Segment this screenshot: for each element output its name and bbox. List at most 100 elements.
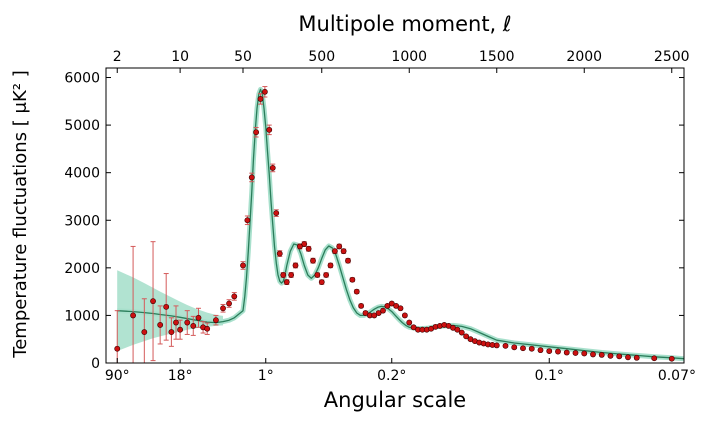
data-point	[168, 329, 175, 335]
data-point	[362, 310, 369, 316]
data-point	[292, 262, 299, 269]
data-point	[375, 310, 382, 316]
data-point	[393, 303, 400, 309]
data-point	[163, 303, 170, 310]
data-point	[231, 293, 238, 300]
data-point	[141, 329, 148, 335]
data-point	[502, 342, 509, 349]
data-point	[397, 305, 404, 312]
data-point	[668, 355, 675, 362]
data-point	[305, 245, 312, 252]
data-point	[253, 129, 260, 136]
data-point	[358, 303, 365, 309]
data-point	[301, 241, 308, 247]
data-point	[345, 257, 351, 264]
bottom-axis-title: Angular scale	[324, 388, 466, 412]
y-tick-label: 3000	[64, 213, 100, 229]
data-point	[220, 305, 226, 312]
data-point	[331, 248, 338, 255]
data-point	[269, 165, 276, 171]
data-point	[388, 300, 395, 307]
data-point	[353, 288, 360, 295]
data-point	[520, 345, 526, 352]
data-point	[511, 344, 518, 351]
y-tick-label: 6000	[64, 71, 100, 87]
data-point	[204, 325, 211, 332]
y-tick-label: 0	[91, 356, 100, 372]
data-point	[651, 355, 658, 362]
bottom-tick-label: 0.2°	[377, 368, 406, 384]
top-tick-label: 500	[308, 49, 335, 65]
model-line	[117, 88, 685, 360]
y-tick-label: 1000	[64, 308, 100, 324]
y-tick-label: 5000	[64, 118, 100, 134]
bottom-tick-label: 1°	[258, 368, 274, 384]
top-tick-label: 50	[234, 49, 252, 65]
data-point	[213, 317, 219, 324]
data-point	[240, 262, 246, 269]
data-point	[226, 300, 232, 307]
y-axis-title: Temperature fluctuations [ μK² ]	[10, 70, 31, 358]
data-point	[273, 210, 280, 217]
data-point	[314, 272, 321, 278]
bottom-tick-label: 0.07°	[658, 368, 696, 384]
data-point	[598, 352, 605, 358]
data-point	[454, 326, 461, 333]
data-point	[276, 250, 283, 257]
data-point	[336, 243, 343, 250]
data-point	[581, 350, 588, 357]
data-point	[633, 354, 640, 361]
data-point	[563, 349, 570, 356]
data-point	[410, 324, 417, 331]
data-point	[458, 329, 465, 336]
top-tick-label: 2	[113, 49, 122, 65]
bottom-tick-label: 0.1°	[535, 368, 564, 384]
data-point	[195, 314, 202, 321]
data-point	[323, 272, 330, 278]
data-point	[130, 312, 136, 319]
data-point	[266, 126, 273, 133]
data-point	[257, 96, 264, 102]
data-point	[625, 354, 631, 361]
top-tick-label: 10	[171, 49, 189, 65]
plot-frame	[105, 67, 685, 364]
data-point	[493, 342, 500, 349]
bottom-tick-label: 18°	[168, 368, 193, 384]
data-point	[406, 319, 413, 326]
data-point	[528, 345, 535, 352]
data-point	[546, 348, 553, 355]
data-point	[555, 348, 561, 355]
data-point	[371, 312, 378, 319]
data-point	[607, 352, 614, 359]
data-point	[280, 272, 287, 278]
top-axis-title: Multipole moment, ℓ	[298, 12, 511, 36]
data-point	[349, 276, 356, 283]
top-tick-label: 1000	[391, 49, 427, 65]
data-point	[327, 262, 334, 269]
data-point	[590, 351, 596, 358]
data-point	[616, 353, 623, 360]
data-point	[296, 243, 303, 250]
data-point	[190, 322, 197, 329]
top-tick-label: 2000	[566, 49, 602, 65]
data-point	[384, 303, 391, 309]
data-point	[310, 257, 316, 264]
data-point	[173, 319, 179, 326]
y-tick-label: 2000	[64, 261, 100, 277]
y-tick-label: 4000	[64, 166, 100, 182]
bottom-tick-label: 90°	[105, 368, 130, 384]
data-point	[244, 217, 251, 224]
top-tick-label: 2500	[654, 49, 690, 65]
data-point	[340, 248, 347, 255]
data-point	[537, 347, 544, 354]
data-point	[248, 174, 255, 181]
data-point	[288, 272, 295, 278]
data-point	[157, 322, 164, 328]
data-point	[177, 326, 184, 333]
data-point	[572, 350, 579, 356]
data-point	[261, 88, 268, 95]
data-point	[380, 307, 386, 314]
data-point	[401, 312, 408, 319]
data-point	[463, 333, 470, 340]
